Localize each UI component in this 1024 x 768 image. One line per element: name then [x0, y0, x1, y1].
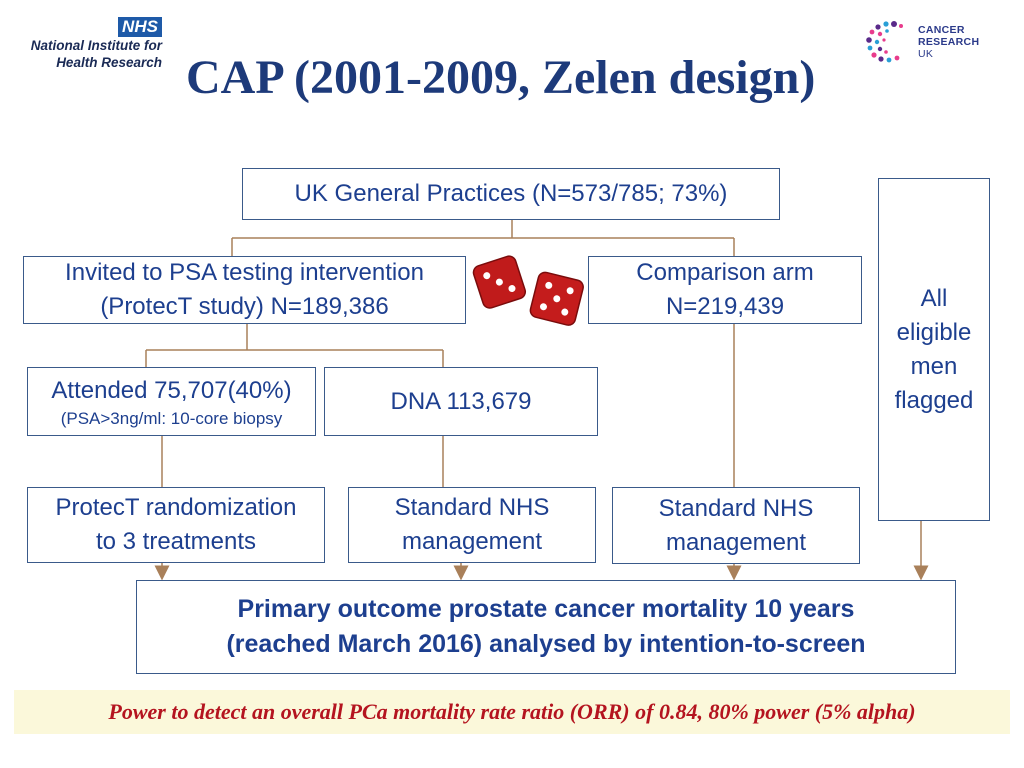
cruk-line-3: UK	[918, 48, 934, 60]
nhs-logo-badge: NHS	[118, 17, 162, 37]
attended-box: Attended 75,707(40%) (PSA>3ng/ml: 10-cor…	[27, 367, 316, 436]
connector-practices	[231, 220, 735, 258]
standard-right-line-2: management	[665, 528, 807, 556]
invited-line-1: Invited to PSA testing intervention	[65, 259, 424, 286]
attended-line-1: Attended 75,707(40%)	[51, 376, 292, 404]
protect-line-2: to 3 treatments	[95, 528, 257, 555]
invited-line-2: (ProtecT study) N=189,386	[100, 293, 389, 320]
comparison-line-2: N=219,439	[665, 293, 785, 320]
dna-text: DNA 113,679	[390, 387, 532, 415]
nihr-logo-text: National Institute for Health Research	[14, 37, 162, 71]
standard-mid-line-1: Standard NHS	[394, 494, 550, 521]
protect-randomization-box: ProtecT randomization to 3 treatments	[27, 487, 325, 563]
primary-outcome-box: Primary outcome prostate cancer mortalit…	[136, 580, 956, 674]
cruk-line-1: CANCER	[918, 24, 965, 36]
protect-line-1: ProtecT randomization	[55, 494, 297, 521]
comparison-arm-box: Comparison arm N=219,439	[588, 256, 862, 324]
all-eligible-men-flagged-box: All eligible men flagged	[878, 178, 990, 521]
outcome-line-1: Primary outcome prostate cancer mortalit…	[237, 595, 855, 623]
uk-general-practices-box: UK General Practices (N=573/785; 73%)	[242, 168, 780, 220]
attended-line-2: (PSA>3ng/ml: 10-core biopsy	[60, 408, 283, 428]
cancer-research-uk-logo-text: CANCER RESEARCH UK	[918, 24, 979, 60]
cruk-line-2: RESEARCH	[918, 36, 980, 48]
standard-mid-line-2: management	[401, 528, 543, 555]
dice-icon	[472, 255, 584, 326]
flagged-line-1: All	[920, 284, 948, 312]
invited-psa-box: Invited to PSA testing intervention (Pro…	[23, 256, 466, 324]
comparison-line-1: Comparison arm	[636, 259, 814, 286]
flagged-line-2: eligible	[896, 318, 972, 346]
standard-nhs-management-box-right: Standard NHS management	[612, 487, 860, 564]
power-statement: Power to detect an overall PCa mortality…	[14, 690, 1010, 734]
nihr-line-1: National Institute for	[30, 38, 162, 53]
dna-box: DNA 113,679	[324, 367, 598, 436]
standard-right-line-1: Standard NHS	[658, 494, 814, 522]
cancer-research-uk-logo-mark	[866, 21, 903, 63]
flagged-line-3: men	[910, 352, 958, 380]
nihr-line-2: Health Research	[56, 55, 162, 70]
connector-invited	[145, 324, 444, 367]
slide-title: CAP (2001-2009, Zelen design)	[186, 51, 816, 104]
flagged-line-4: flagged	[894, 386, 974, 414]
standard-nhs-management-box-mid: Standard NHS management	[348, 487, 596, 563]
outcome-line-2: (reached March 2016) analysed by intenti…	[226, 630, 866, 658]
uk-general-practices-text: UK General Practices (N=573/785; 73%)	[294, 180, 728, 207]
